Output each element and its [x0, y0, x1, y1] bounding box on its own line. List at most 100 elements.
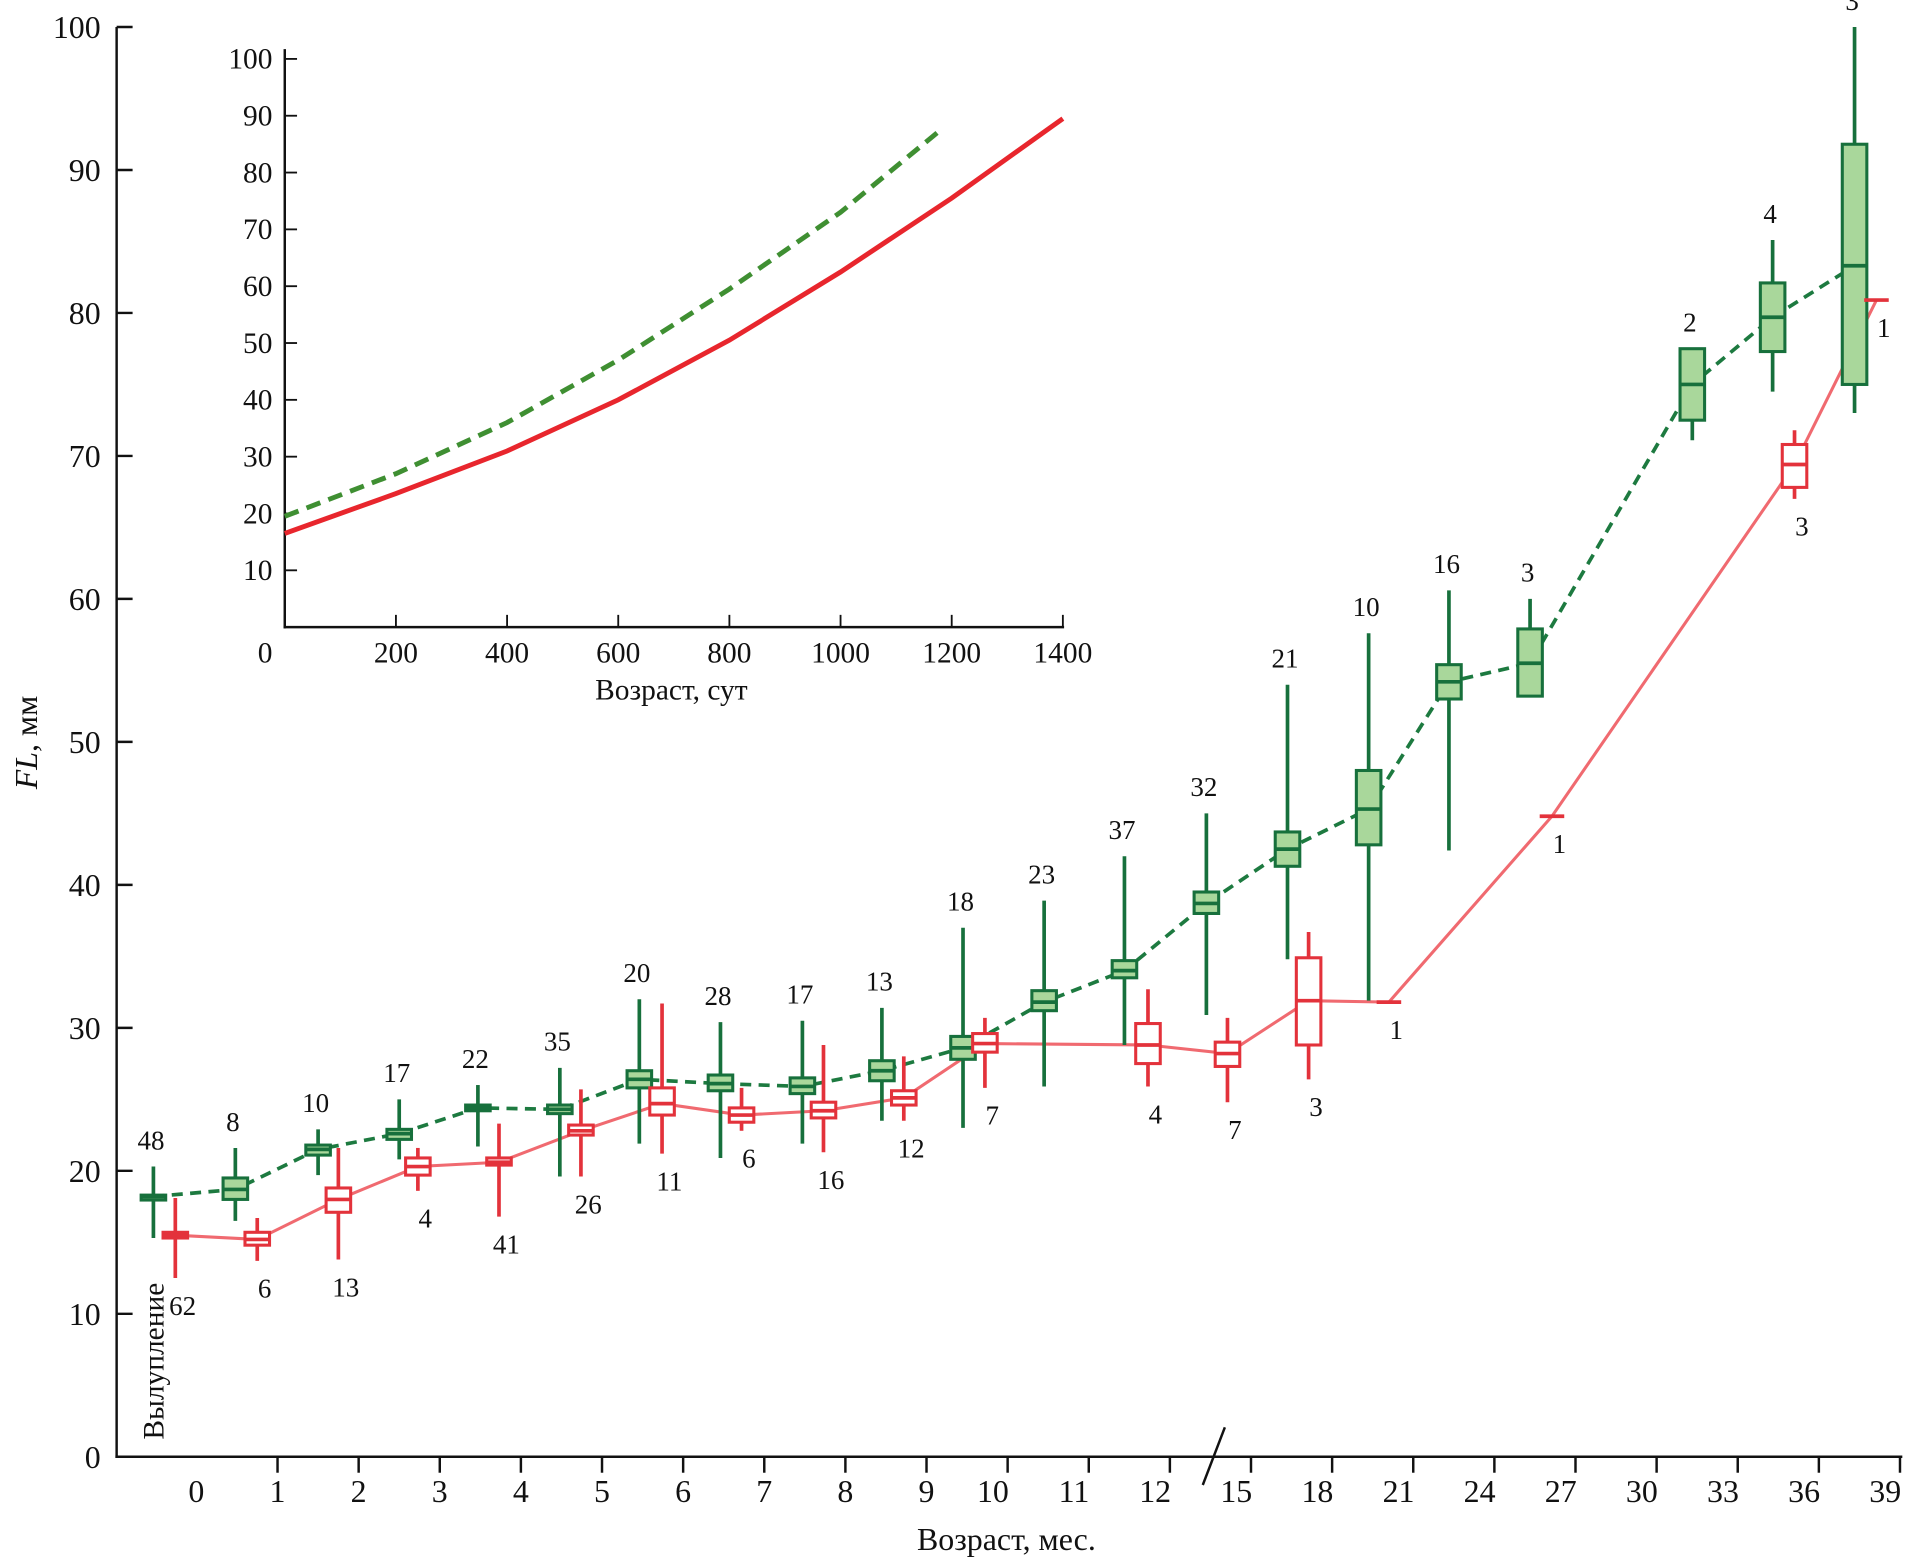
red-median-line — [175, 299, 1878, 1242]
inset-y-tick-label: 70 — [243, 214, 272, 246]
green-n-label: 3 — [1845, 0, 1859, 16]
red-n-label: 6 — [258, 1274, 272, 1304]
green-n-label: 37 — [1108, 815, 1135, 845]
x-tick-label: 33 — [1707, 1474, 1739, 1509]
green-n-label: 10 — [302, 1088, 329, 1118]
red-box: 62 — [161, 1197, 196, 1321]
green-box: 48 — [137, 1125, 168, 1239]
green-box: 13 — [866, 967, 896, 1121]
green-box: 18 — [947, 887, 977, 1128]
red-n-label: 7 — [986, 1101, 1000, 1131]
x-tick-label: 36 — [1788, 1474, 1820, 1509]
green-n-label: 48 — [137, 1125, 164, 1155]
inset-x-tick-label: 1000 — [811, 638, 870, 670]
y-tick-label: 40 — [69, 868, 101, 903]
green-box: 10 — [1353, 592, 1383, 1001]
inset-x-axis-title: Возраст, сут — [595, 675, 748, 707]
inset-x-tick-label: 1200 — [922, 638, 981, 670]
inset-y-tick-label: 40 — [243, 385, 272, 417]
y-tick-label: 10 — [69, 1297, 101, 1332]
green-box: 21 — [1272, 644, 1302, 960]
inset-y-tick-label: 20 — [243, 498, 272, 530]
inset-x-tick-label: 200 — [374, 638, 418, 670]
y-tick-label: 90 — [69, 153, 101, 188]
inset-x-tick-label: 0 — [258, 638, 273, 670]
red-box: 1 — [1376, 1000, 1403, 1045]
red-n-label: 13 — [332, 1272, 359, 1302]
inset-y-tick-label: 90 — [243, 101, 272, 133]
y-tick-label: 20 — [69, 1154, 101, 1189]
red-n-label: 7 — [1228, 1115, 1242, 1145]
red-n-label: 26 — [575, 1189, 602, 1219]
red-box: 6 — [727, 1087, 756, 1174]
red-n-label: 4 — [1149, 1099, 1163, 1129]
inset-x-tick-label: 800 — [707, 638, 751, 670]
red-box: 3 — [1294, 932, 1323, 1122]
inset-x-tick-label: 600 — [596, 638, 640, 670]
red-box: 7 — [971, 1017, 1000, 1131]
x-tick-label: 8 — [837, 1474, 853, 1509]
y-tick-label: 70 — [69, 439, 101, 474]
x-tick-label: 21 — [1383, 1474, 1415, 1509]
x-tick-label: 12 — [1139, 1474, 1171, 1509]
y-tick-label: 0 — [85, 1440, 101, 1475]
red-n-label: 3 — [1309, 1092, 1323, 1122]
green-box: 2 — [1678, 308, 1707, 441]
green-box: 3 — [1516, 558, 1544, 698]
y-tick-label: 60 — [69, 582, 101, 617]
red-box: 1 — [1864, 298, 1891, 343]
inset-green-curve — [283, 128, 943, 519]
x-tick-label: 24 — [1464, 1474, 1496, 1509]
green-n-label: 17 — [383, 1058, 410, 1088]
x-tick-label: 7 — [756, 1474, 772, 1509]
green-n-label: 17 — [786, 980, 813, 1010]
inset-x-tick-label: 1400 — [1033, 638, 1092, 670]
y-axis-title-italic: FL — [9, 752, 44, 790]
green-box: 17 — [786, 980, 817, 1144]
x-tick-label: 0 — [188, 1474, 204, 1509]
red-n-label: 11 — [656, 1166, 682, 1196]
green-n-label: 4 — [1763, 199, 1777, 229]
x-tick-label: 2 — [351, 1474, 367, 1509]
x-tick-label: 39 — [1869, 1474, 1901, 1509]
x-tick-label: 1 — [270, 1474, 286, 1509]
green-n-label: 35 — [544, 1027, 571, 1057]
green-box: 35 — [544, 1027, 574, 1177]
red-box: 4 — [404, 1147, 432, 1234]
green-box: 10 — [302, 1088, 332, 1176]
red-box: 4 — [1134, 989, 1163, 1129]
axis-break-mark — [1201, 1426, 1227, 1486]
inset-y-tick-label: 10 — [243, 555, 272, 587]
y-tick-label: 30 — [69, 1011, 101, 1046]
green-n-label: 32 — [1190, 772, 1217, 802]
green-n-label: 22 — [462, 1044, 489, 1074]
green-n-label: 8 — [226, 1107, 240, 1137]
y-tick-label: 50 — [69, 725, 101, 760]
x-tick-label: 3 — [432, 1474, 448, 1509]
red-n-label: 4 — [418, 1204, 432, 1234]
inset-y-tick-label: 80 — [243, 157, 272, 189]
red-n-label: 1 — [1877, 313, 1891, 343]
inset-y-tick-label: 30 — [243, 441, 272, 473]
green-n-label: 2 — [1683, 308, 1697, 338]
hatch-label: Вылупление — [138, 1283, 170, 1440]
green-box: 20 — [623, 958, 654, 1144]
red-box: 1 — [1539, 814, 1566, 859]
green-median-line — [153, 264, 1856, 1199]
red-box: 13 — [324, 1147, 359, 1302]
red-box: 7 — [1213, 1017, 1242, 1145]
x-tick-label: 11 — [1059, 1474, 1090, 1509]
y-tick-label: 100 — [53, 10, 101, 45]
inset-red-curve — [283, 116, 1065, 536]
green-box: 8 — [221, 1107, 250, 1221]
x-tick-label: 4 — [513, 1474, 529, 1509]
red-n-label: 12 — [898, 1134, 925, 1164]
x-axis-title: Возраст, мес. — [917, 1522, 1096, 1557]
green-box: 37 — [1108, 815, 1139, 1045]
green-n-label: 10 — [1353, 592, 1380, 622]
red-box-body — [648, 1086, 676, 1117]
x-tick-label: 27 — [1545, 1474, 1577, 1509]
